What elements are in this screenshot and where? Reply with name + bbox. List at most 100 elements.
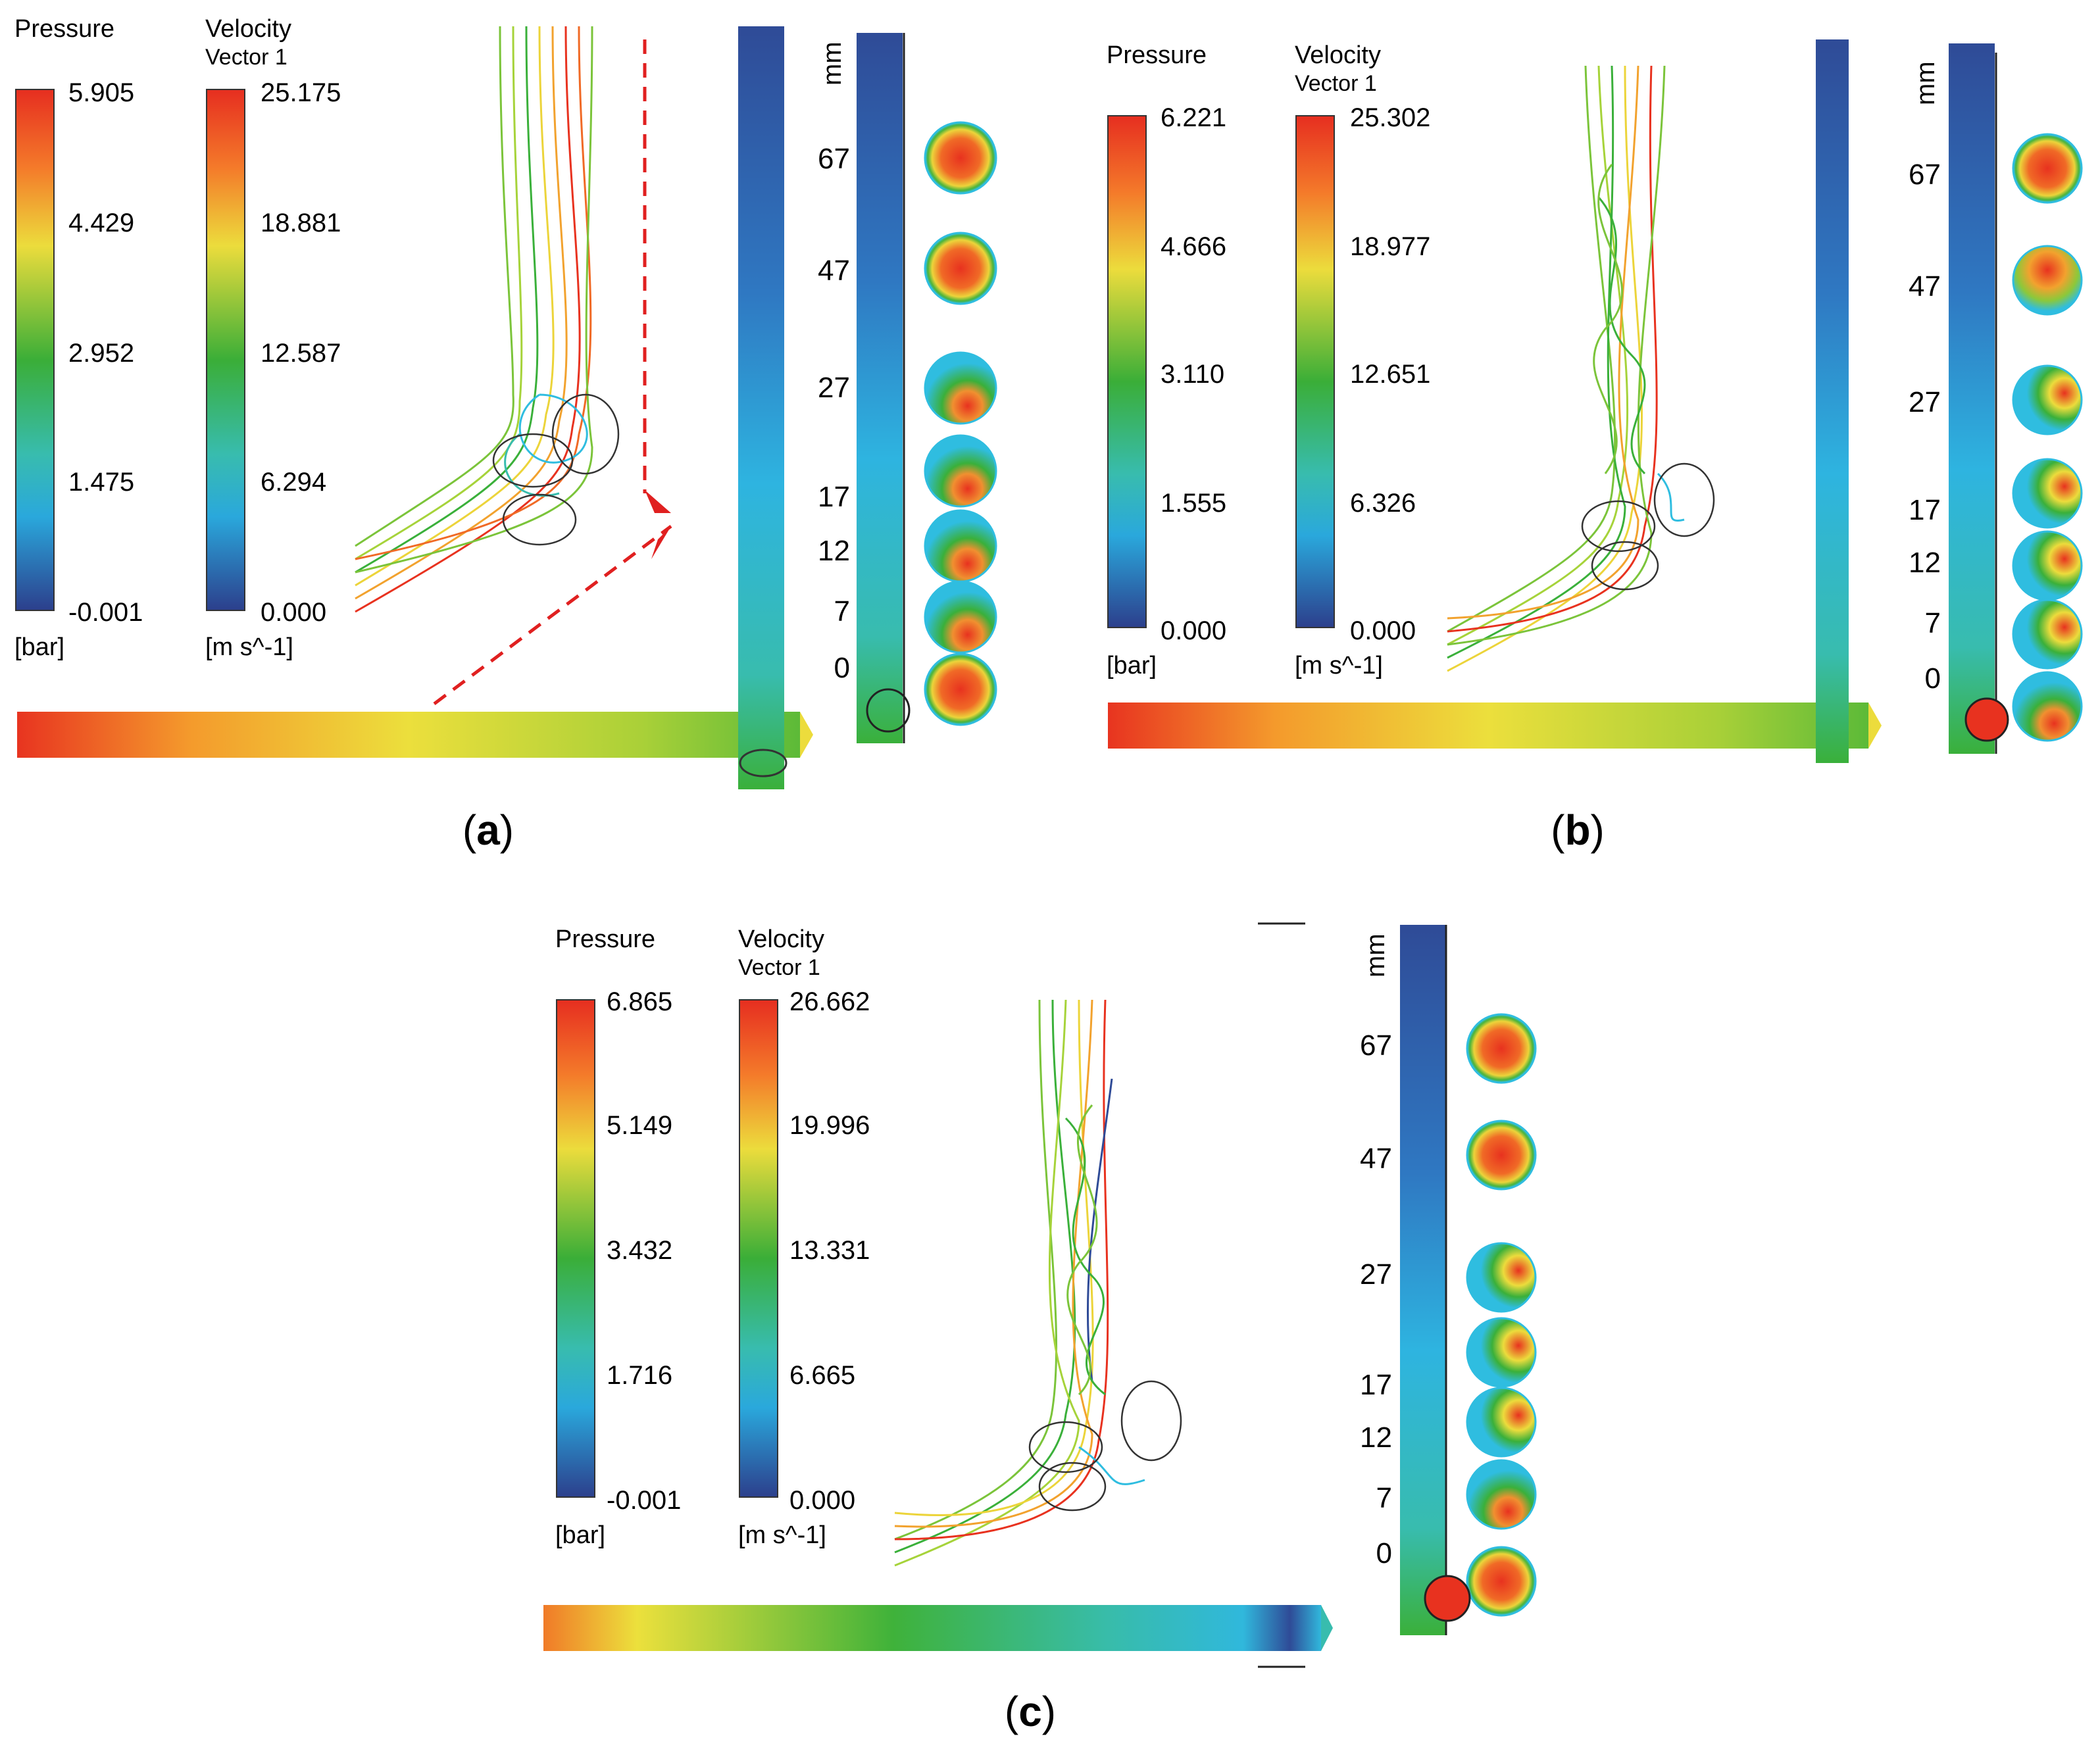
tick-label: 25.175 xyxy=(261,78,341,107)
velocity-colorbar xyxy=(206,89,245,611)
section-disk xyxy=(2012,458,2083,529)
caption-letter: c xyxy=(1018,1688,1042,1735)
pressure-colorbar xyxy=(556,999,595,1498)
tick-label: 47 xyxy=(818,255,850,287)
velocity-colorbar xyxy=(739,999,778,1498)
section-disk xyxy=(2012,530,2083,601)
velocity-legend-b: Velocity Vector 1 25.302 18.977 12.651 6… xyxy=(1295,41,1430,679)
tick-label: 17 xyxy=(1909,494,1941,526)
pipe-end-cap xyxy=(1321,1605,1333,1651)
tick-label: 0.000 xyxy=(1161,616,1226,645)
tick-label: 0 xyxy=(1925,662,1941,695)
vertical-tube-a xyxy=(738,26,784,789)
tick-label: 19.996 xyxy=(789,1111,870,1140)
section-disk xyxy=(924,351,997,425)
tick-label: 2.952 xyxy=(68,339,134,368)
tick-label: 0 xyxy=(1376,1537,1392,1569)
tick-label: 67 xyxy=(1360,1029,1392,1062)
velocity-title: Velocity xyxy=(205,15,291,43)
pressure-legend-c: Pressure 6.865 5.149 3.432 1.716 -0.001 … xyxy=(555,925,681,1549)
tick-label: 1.475 xyxy=(68,468,134,497)
section-disk xyxy=(1466,1013,1537,1084)
tick-label: 6.865 xyxy=(607,987,672,1016)
inlet-pipe-b xyxy=(1108,703,1868,749)
tick-label: 12 xyxy=(818,535,850,567)
section-disk xyxy=(924,653,997,726)
pipe-end-cap xyxy=(1868,703,1882,749)
panel-b: Pressure 6.221 4.666 3.110 1.555 0.000 [… xyxy=(1107,39,2083,854)
panel-c: Pressure 6.865 5.149 3.432 1.716 -0.001 … xyxy=(543,922,1537,1735)
pressure-unit: [bar] xyxy=(14,633,64,661)
junction-ring xyxy=(739,749,788,777)
tick-label: 7 xyxy=(834,595,850,628)
inlet-ring xyxy=(1424,1575,1471,1622)
arrowhead-right xyxy=(651,526,671,559)
tick-label: 12.587 xyxy=(261,339,341,368)
section-disk xyxy=(924,434,997,508)
streamlines-a xyxy=(355,26,620,613)
inlet-ring xyxy=(866,688,911,733)
caption-letter: a xyxy=(476,806,500,854)
tick-label: 1.555 xyxy=(1161,489,1226,518)
velocity-unit: [m s^-1] xyxy=(738,1521,826,1549)
velocity-subtitle: Vector 1 xyxy=(205,45,288,70)
dashed-arrow-a xyxy=(433,39,672,705)
caption-a: (a) xyxy=(463,806,514,854)
pressure-ticks: 6.865 5.149 3.432 1.716 -0.001 xyxy=(607,987,681,1515)
tick-label: 0.000 xyxy=(261,598,326,627)
sectional-view-c: mm 67 47 27 17 12 7 0 xyxy=(1360,925,1537,1635)
position-ticks: 67 47 27 17 12 7 0 xyxy=(1909,159,1941,695)
tick-label: 26.662 xyxy=(789,987,870,1016)
section-disk xyxy=(2012,364,2083,435)
inlet-ring xyxy=(1964,697,2009,742)
tick-label: 27 xyxy=(818,372,850,404)
section-tube xyxy=(1949,43,1995,754)
tick-label: 25.302 xyxy=(1350,103,1430,132)
sectional-view-b: mm 67 47 27 17 12 7 0 xyxy=(1909,43,2083,754)
pipe-end-cap xyxy=(800,712,813,758)
tick-label: -0.001 xyxy=(607,1486,681,1515)
section-disk xyxy=(2012,599,2083,670)
pressure-unit: [bar] xyxy=(1107,652,1157,679)
velocity-legend-c: Velocity Vector 1 26.662 19.996 13.331 6… xyxy=(738,925,870,1549)
tick-label: 7 xyxy=(1925,607,1941,639)
velocity-ticks: 25.175 18.881 12.587 6.294 0.000 xyxy=(261,78,341,627)
section-tube xyxy=(857,33,903,743)
section-disk xyxy=(924,580,997,654)
tick-label: 47 xyxy=(1360,1143,1392,1175)
pressure-title: Pressure xyxy=(555,925,655,953)
section-disk xyxy=(924,232,997,305)
tick-label: 47 xyxy=(1909,270,1941,303)
pressure-title: Pressure xyxy=(1107,41,1207,69)
axis-unit: mm xyxy=(1911,61,1940,105)
section-disk xyxy=(1466,1242,1537,1313)
tick-label: 7 xyxy=(1376,1482,1392,1514)
pressure-title: Pressure xyxy=(14,15,114,43)
tick-label: 5.905 xyxy=(68,78,134,107)
tick-label: 3.432 xyxy=(607,1236,672,1265)
pressure-colorbar xyxy=(1107,115,1147,628)
tick-label: 67 xyxy=(818,143,850,175)
section-tube xyxy=(1400,925,1446,1635)
pressure-colorbar xyxy=(15,89,55,611)
velocity-legend-a: Velocity Vector 1 25.175 18.881 12.587 6… xyxy=(205,15,341,661)
position-ticks: 67 47 27 17 12 7 0 xyxy=(818,143,850,684)
section-disk xyxy=(1466,1317,1537,1388)
tick-label: 0.000 xyxy=(1350,616,1416,645)
pressure-legend-a: Pressure 5.905 4.429 2.952 1.475 -0.001 … xyxy=(14,15,143,661)
position-ticks: 67 47 27 17 12 7 0 xyxy=(1360,1029,1392,1569)
tick-label: 12 xyxy=(1909,547,1941,579)
section-disk xyxy=(924,121,997,195)
velocity-title: Velocity xyxy=(1295,41,1381,69)
arrowhead-up xyxy=(645,490,671,513)
velocity-unit: [m s^-1] xyxy=(205,633,293,661)
pressure-ticks: 6.221 4.666 3.110 1.555 0.000 xyxy=(1161,103,1226,645)
section-disk xyxy=(1466,1459,1537,1530)
streamlines-b xyxy=(1447,65,1715,672)
tick-label: 67 xyxy=(1909,159,1941,191)
sectional-view-a: mm 67 47 27 17 12 7 0 xyxy=(818,33,997,743)
tick-label: 12.651 xyxy=(1350,360,1430,389)
section-disk xyxy=(2012,671,2083,742)
tick-label: 6.326 xyxy=(1350,489,1416,518)
velocity-subtitle: Vector 1 xyxy=(738,955,820,980)
